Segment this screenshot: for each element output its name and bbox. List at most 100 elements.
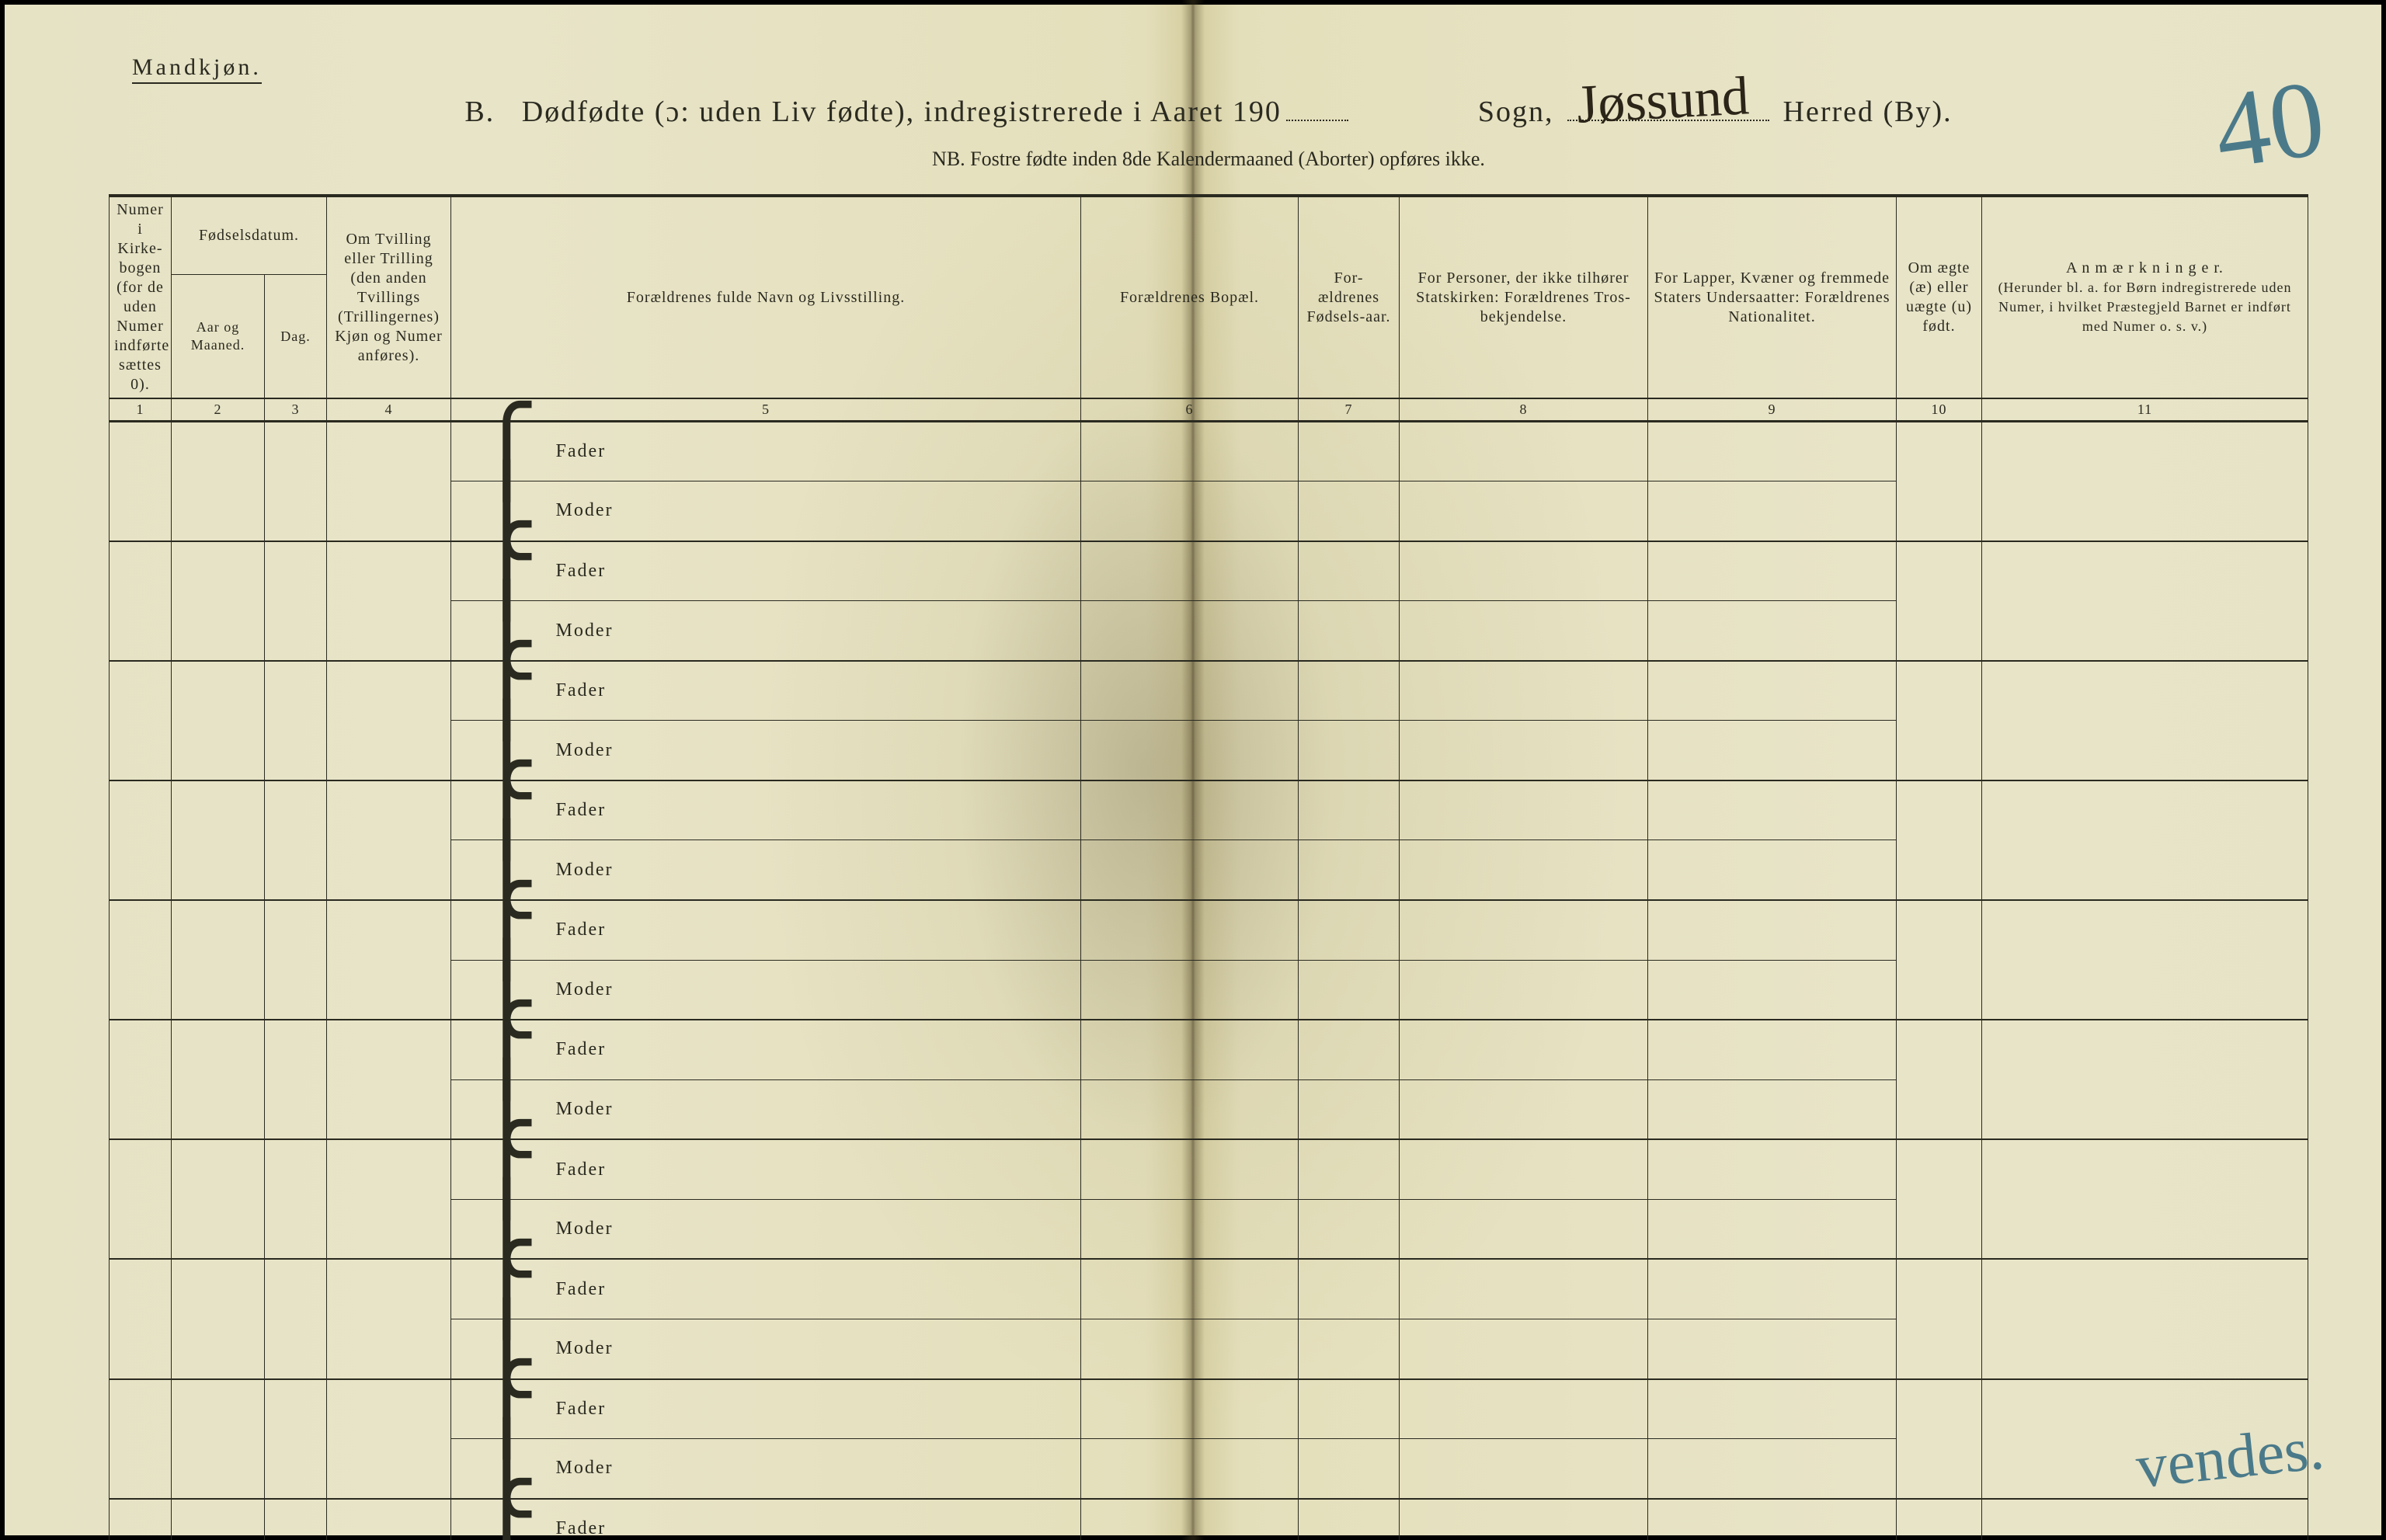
empty-cell [1081, 601, 1299, 661]
empty-cell [1648, 541, 1897, 601]
empty-cell [1299, 541, 1400, 601]
empty-cell [1648, 481, 1897, 541]
empty-cell [265, 1020, 327, 1139]
empty-cell [1400, 421, 1648, 481]
parent-label-moder: ⎩Moder [451, 960, 1081, 1020]
moder-label: Moder [556, 1338, 614, 1359]
empty-cell [1299, 900, 1400, 960]
fader-label: Fader [556, 441, 607, 462]
empty-cell [1081, 960, 1299, 1020]
empty-cell [327, 421, 451, 541]
empty-cell [1081, 840, 1299, 900]
table-header: Numer i Kirke-bogen (for de uden Numer i… [110, 197, 2308, 422]
ledger-table-container: Numer i Kirke-bogen (for de uden Numer i… [109, 194, 2308, 1486]
parent-label-moder: ⎩Moder [451, 481, 1081, 541]
empty-cell [1400, 840, 1648, 900]
empty-cell [1400, 960, 1648, 1020]
parent-label-moder: ⎩Moder [451, 1439, 1081, 1499]
empty-cell [1299, 1259, 1400, 1319]
col-header-1: Numer i Kirke-bogen (for de uden Numer i… [110, 197, 172, 399]
parent-label-moder: ⎩Moder [451, 721, 1081, 780]
empty-cell [265, 541, 327, 661]
fader-label: Fader [556, 561, 607, 582]
empty-cell [1982, 421, 2308, 541]
empty-cell [1648, 840, 1897, 900]
empty-cell [1982, 661, 2308, 780]
fader-label: Fader [556, 1279, 607, 1300]
empty-cell [1400, 1199, 1648, 1259]
parent-label-fader: ⎧Fader [451, 1020, 1081, 1079]
empty-cell [1299, 1020, 1400, 1079]
empty-cell [1299, 1439, 1400, 1499]
empty-cell [1982, 1499, 2308, 1540]
empty-cell [1081, 1379, 1299, 1439]
empty-cell [172, 1499, 265, 1540]
title-herred-label: Herred (By). [1783, 96, 1953, 128]
empty-cell [327, 780, 451, 900]
table-row: ⎧Fader [110, 1020, 2308, 1079]
empty-cell [110, 1020, 172, 1139]
empty-cell [1400, 1020, 1648, 1079]
empty-cell [110, 661, 172, 780]
empty-cell [1897, 1020, 1982, 1139]
moder-label: Moder [556, 500, 614, 521]
empty-cell [1648, 1259, 1897, 1319]
col-header-4: Om Tvilling eller Trilling (den anden Tv… [327, 197, 451, 399]
empty-cell [1299, 661, 1400, 721]
empty-cell [265, 661, 327, 780]
empty-cell [1982, 1259, 2308, 1378]
empty-cell [327, 1020, 451, 1139]
empty-cell [1897, 541, 1982, 661]
table-row: ⎧Fader [110, 780, 2308, 840]
colnum: 3 [265, 398, 327, 421]
empty-cell [110, 1259, 172, 1378]
empty-cell [1648, 661, 1897, 721]
fader-label: Fader [556, 1518, 607, 1539]
empty-cell [172, 1259, 265, 1378]
page-content: Mandkjøn. B. Dødfødte (ɔ: uden Liv fødte… [109, 47, 2308, 1486]
empty-cell [1648, 1139, 1897, 1199]
empty-cell [1081, 1259, 1299, 1319]
moder-label: Moder [556, 1099, 614, 1120]
empty-cell [1400, 1379, 1648, 1439]
col-header-11: A n m æ r k n i n g e r. (Herunder bl. a… [1982, 197, 2308, 399]
empty-cell [1648, 960, 1897, 1020]
empty-cell [172, 1379, 265, 1499]
empty-cell [1400, 1499, 1648, 1540]
empty-cell [1648, 1439, 1897, 1499]
colnum: 1 [110, 398, 172, 421]
empty-cell [327, 900, 451, 1020]
form-title: B. Dødfødte (ɔ: uden Liv fødte), indregi… [109, 93, 2308, 129]
scanned-ledger-page: Mandkjøn. B. Dødfødte (ɔ: uden Liv fødte… [0, 0, 2386, 1540]
parent-label-moder: ⎩Moder [451, 1319, 1081, 1378]
table-row: ⎧Fader [110, 421, 2308, 481]
empty-cell [1648, 421, 1897, 481]
empty-cell [1648, 1079, 1897, 1139]
empty-cell [265, 1259, 327, 1378]
empty-cell [265, 1499, 327, 1540]
empty-cell [1648, 721, 1897, 780]
empty-cell [1081, 661, 1299, 721]
empty-cell [1982, 1139, 2308, 1259]
empty-cell [1982, 1020, 2308, 1139]
empty-cell [1299, 421, 1400, 481]
empty-cell [265, 900, 327, 1020]
empty-cell [265, 1379, 327, 1499]
parent-label-fader: ⎧Fader [451, 780, 1081, 840]
empty-cell [1081, 900, 1299, 960]
gender-heading: Mandkjøn. [132, 54, 262, 84]
column-number-row: 1 2 3 4 5 6 7 8 9 10 11 [110, 398, 2308, 421]
empty-cell [1081, 1199, 1299, 1259]
empty-cell [327, 1499, 451, 1540]
empty-cell [1897, 1139, 1982, 1259]
scan-edge [2381, 0, 2386, 1540]
empty-cell [1299, 1319, 1400, 1378]
empty-cell [1299, 840, 1400, 900]
empty-cell [110, 1499, 172, 1540]
empty-cell [110, 900, 172, 1020]
empty-cell [1897, 421, 1982, 541]
empty-cell [1400, 601, 1648, 661]
empty-cell [1648, 1499, 1897, 1540]
parent-label-fader: ⎧Fader [451, 1259, 1081, 1319]
empty-cell [172, 421, 265, 541]
